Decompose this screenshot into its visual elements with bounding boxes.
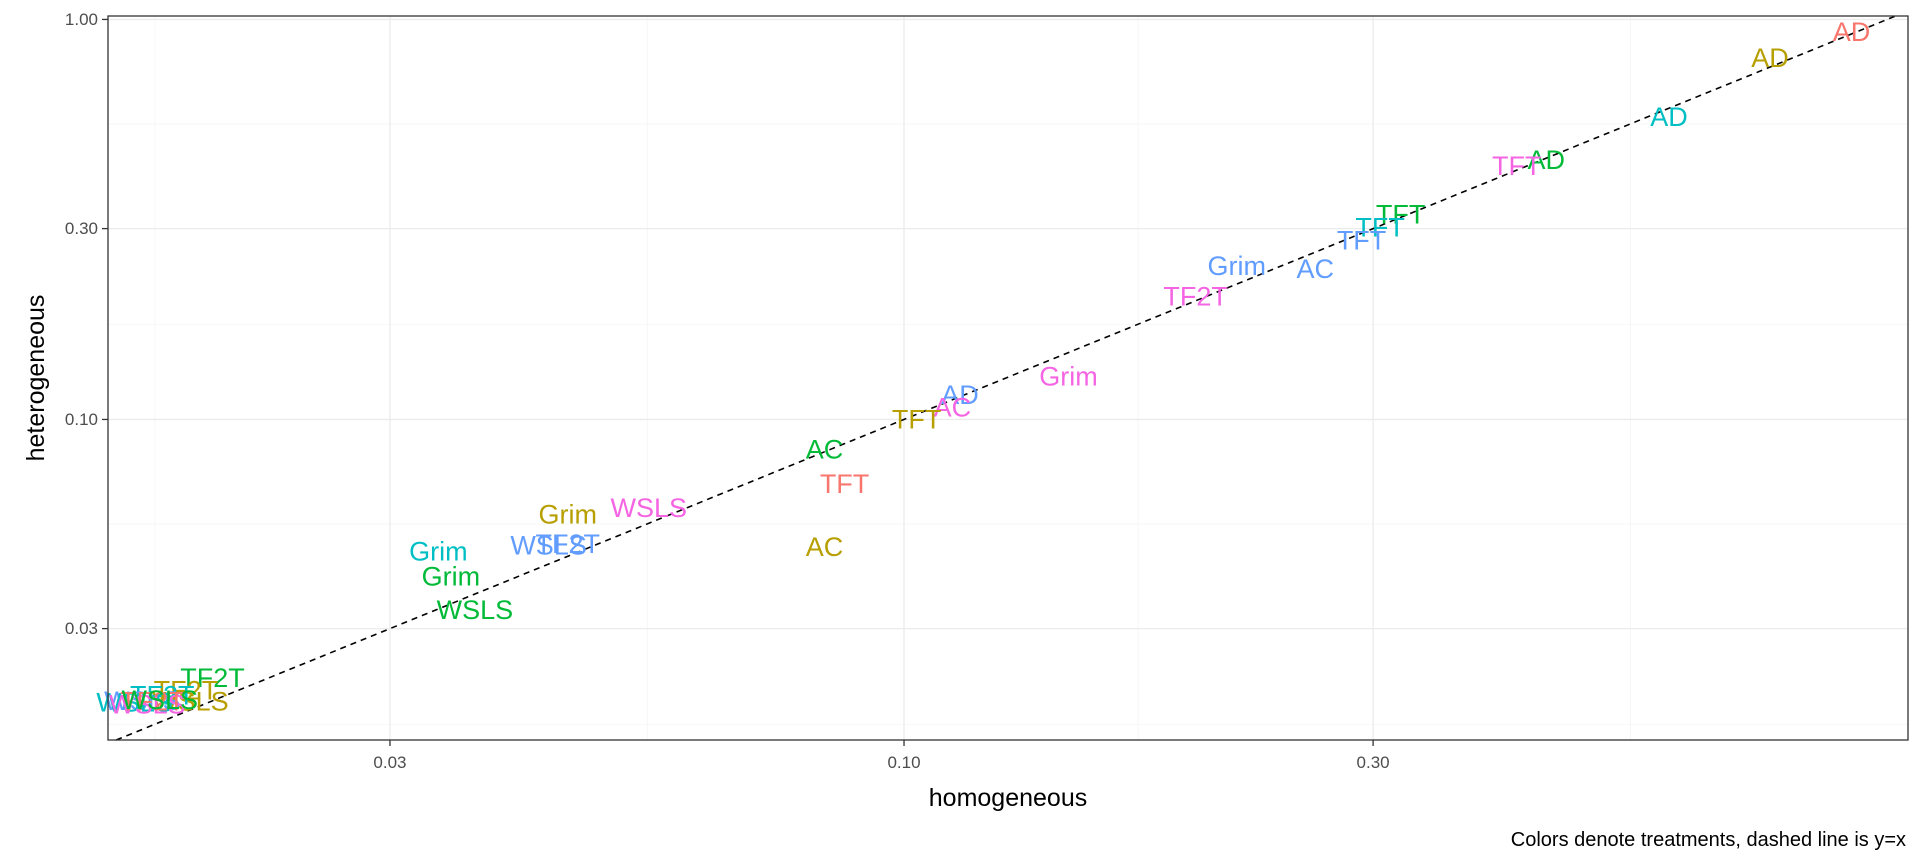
- point-label: AC: [806, 435, 844, 465]
- point-label: AC: [806, 532, 844, 562]
- y-tick-label: 1.00: [65, 10, 98, 29]
- point-label: Grim: [539, 500, 597, 530]
- point-label: AD: [1650, 102, 1688, 132]
- x-axis-title: homogeneous: [929, 784, 1087, 812]
- panel-border: [107, 15, 1909, 741]
- point-label: AD: [1833, 17, 1871, 47]
- point-label: TFT: [1492, 151, 1541, 181]
- chart-caption: Colors denote treatments, dashed line is…: [1511, 829, 1906, 851]
- x-tick-label: 0.03: [373, 753, 406, 772]
- y-tick-label: 0.03: [65, 619, 98, 638]
- point-label: TFT: [820, 469, 869, 499]
- point-label: WSLS: [152, 687, 229, 717]
- x-tick-label: 0.10: [887, 753, 920, 772]
- point-label: Grim: [422, 561, 480, 591]
- point-label: TF2T: [1163, 281, 1228, 311]
- point-label: WSLS: [437, 595, 514, 625]
- point-label: WSLS: [510, 531, 587, 561]
- point-label: TFT: [1355, 212, 1404, 242]
- point-label: AD: [1751, 43, 1789, 73]
- point-label: TF2T: [180, 663, 245, 693]
- point-label: AD: [1527, 145, 1565, 175]
- point-label: Grim: [409, 536, 467, 566]
- point-label: WSLS: [104, 686, 181, 716]
- point-label: AC: [934, 393, 972, 423]
- y-tick-label: 0.30: [65, 219, 98, 238]
- grid-lines: [108, 16, 1908, 740]
- point-label: Grim: [1039, 362, 1097, 392]
- point-label: WSLS: [122, 685, 199, 715]
- point-label: WSLS: [610, 493, 687, 523]
- point-label: WSLS: [109, 689, 186, 719]
- point-label: TF2T: [120, 687, 185, 717]
- y-tick-label: 0.10: [65, 410, 98, 429]
- y-axis-title: heterogeneous: [22, 295, 50, 462]
- point-label: WSLS: [96, 688, 173, 718]
- axis-ticks: 0.03 0.10 0.30 0.03 0.10 0.30 1.00: [65, 10, 1390, 772]
- point-label: TF2T: [154, 676, 219, 706]
- point-label: TFT: [1376, 200, 1425, 230]
- point-label: TF2T: [130, 681, 195, 711]
- point-label: TF2T: [536, 529, 601, 559]
- reference-line-y-equals-x: [115, 15, 1896, 741]
- x-tick-label: 0.30: [1357, 753, 1390, 772]
- point-label: AD: [941, 380, 979, 410]
- point-label: TFT: [1337, 226, 1386, 256]
- point-label: Grim: [1208, 251, 1266, 281]
- point-label: TFT: [892, 404, 941, 434]
- point-label: AC: [1297, 254, 1335, 284]
